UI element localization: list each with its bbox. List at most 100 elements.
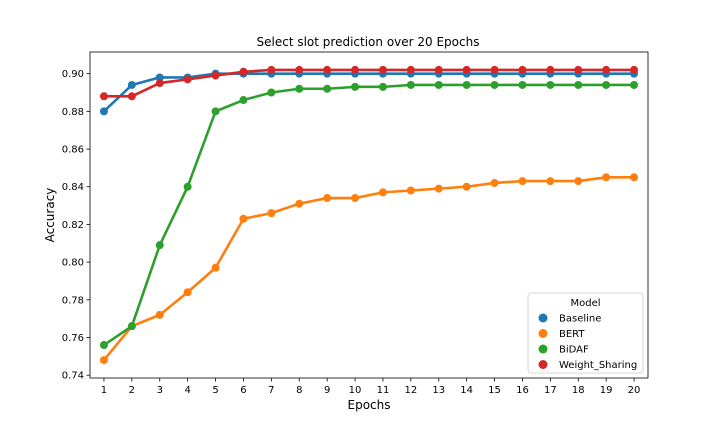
- x-tick-label: 11: [377, 385, 390, 396]
- series-bidaf: [99, 80, 639, 350]
- data-point-bert: [155, 310, 164, 319]
- legend-marker-baseline: [538, 313, 548, 323]
- data-point-bidaf: [127, 322, 136, 331]
- data-point-bidaf: [630, 80, 639, 89]
- data-point-bidaf: [406, 80, 415, 89]
- axes-frame: [89, 51, 649, 379]
- x-tick-label: 6: [240, 385, 246, 396]
- x-tick-label: 4: [184, 385, 190, 396]
- data-point-bidaf: [434, 80, 443, 89]
- data-point-bert: [602, 173, 611, 182]
- legend-label-bert: BERT: [559, 329, 585, 340]
- data-point-bidaf: [378, 82, 387, 91]
- x-tick-label: 10: [349, 385, 362, 396]
- data-point-bert: [462, 182, 471, 191]
- y-tick-label: 0.84: [62, 182, 84, 193]
- data-point-weight-sharing: [462, 65, 471, 74]
- legend: Model Baseline BERT BiDAF Weight_Sharing: [527, 292, 644, 374]
- chart-title: Select slot prediction over 20 Epochs: [257, 35, 480, 49]
- x-tick-label: 19: [600, 385, 613, 396]
- y-tick-label: 0.80: [62, 258, 84, 269]
- data-point-bert: [323, 194, 332, 203]
- series-line-bidaf: [103, 83, 635, 347]
- data-point-weight-sharing: [323, 65, 332, 74]
- data-point-weight-sharing: [183, 75, 192, 84]
- series-line-baseline: [103, 72, 635, 113]
- data-point-bert: [295, 199, 304, 208]
- data-point-bert: [378, 188, 387, 197]
- legend-label-weight-sharing: Weight_Sharing: [559, 360, 637, 371]
- data-point-weight-sharing: [406, 65, 415, 74]
- data-point-bert: [490, 178, 499, 187]
- data-point-bidaf: [99, 341, 108, 350]
- data-point-weight-sharing: [239, 67, 248, 76]
- data-point-weight-sharing: [630, 65, 639, 74]
- data-point-weight-sharing: [99, 92, 108, 101]
- legend-marker-weight-sharing: [538, 360, 548, 369]
- series-line-weight-sharing: [103, 68, 635, 98]
- data-point-bert: [183, 288, 192, 297]
- y-tick-label: 0.78: [62, 295, 84, 306]
- data-point-bert: [630, 173, 639, 182]
- x-axis-label: Epochs: [348, 398, 391, 412]
- data-point-bert: [267, 209, 276, 218]
- data-point-weight-sharing: [267, 65, 276, 74]
- data-point-bert: [546, 177, 555, 186]
- x-tick-label: 9: [324, 385, 330, 396]
- y-tick-label: 0.86: [62, 145, 84, 156]
- data-point-bert: [239, 214, 248, 223]
- x-tick-label: 17: [544, 385, 557, 396]
- legend-label-bidaf: BiDAF: [559, 345, 589, 356]
- data-point-bidaf: [211, 107, 220, 116]
- data-point-bidaf: [183, 182, 192, 191]
- x-axis: 1 2 3 4 5 6 7 8 9 10 11 12 13 14 15 16 17 18 19 20: [101, 378, 641, 396]
- x-tick-label: 14: [460, 385, 473, 396]
- data-point-bidaf: [295, 84, 304, 93]
- data-point-bert: [406, 186, 415, 195]
- data-point-bert: [211, 263, 220, 272]
- legend-box: [527, 292, 644, 374]
- data-point-weight-sharing: [127, 92, 136, 101]
- data-point-bert: [434, 184, 443, 193]
- data-point-bert: [351, 194, 360, 203]
- plot-area: [99, 65, 639, 365]
- data-point-weight-sharing: [155, 79, 164, 88]
- x-tick-label: 1: [101, 385, 107, 396]
- y-tick-label: 0.74: [62, 371, 84, 382]
- x-tick-label: 20: [628, 385, 641, 396]
- data-point-bidaf: [267, 88, 276, 97]
- data-point-weight-sharing: [602, 65, 611, 74]
- legend-marker-bert: [538, 329, 548, 338]
- y-tick-label: 0.82: [62, 220, 84, 231]
- data-point-weight-sharing: [518, 65, 527, 74]
- data-point-weight-sharing: [546, 65, 555, 74]
- data-point-bidaf: [323, 84, 332, 93]
- data-point-weight-sharing: [434, 65, 443, 74]
- series-baseline: [99, 69, 639, 116]
- x-tick-label: 18: [572, 385, 585, 396]
- legend-label-baseline: Baseline: [559, 314, 601, 325]
- series-line-bert: [102, 176, 635, 361]
- data-point-bidaf: [574, 80, 583, 89]
- x-tick-label: 7: [268, 385, 274, 396]
- y-axis-label: Accuracy: [43, 188, 57, 243]
- data-point-bert: [518, 177, 527, 186]
- data-point-bidaf: [239, 96, 248, 105]
- data-point-baseline: [127, 80, 136, 89]
- y-tick-label: 0.90: [62, 69, 84, 80]
- legend-marker-bidaf: [538, 344, 548, 354]
- y-axis: 0.74 0.76 0.78 0.80 0.82 0.84 0.86 0.88 0.90: [62, 69, 90, 382]
- legend-title: Model: [570, 298, 600, 309]
- x-tick-label: 3: [157, 385, 163, 396]
- data-point-bert: [574, 177, 583, 186]
- data-point-weight-sharing: [378, 65, 387, 74]
- data-point-weight-sharing: [295, 65, 304, 74]
- data-point-weight-sharing: [211, 71, 220, 80]
- data-point-weight-sharing: [351, 65, 360, 74]
- x-tick-label: 2: [129, 385, 135, 396]
- data-point-bidaf: [351, 82, 360, 91]
- data-point-baseline: [99, 107, 108, 116]
- data-point-weight-sharing: [490, 65, 499, 74]
- x-tick-label: 12: [404, 385, 417, 396]
